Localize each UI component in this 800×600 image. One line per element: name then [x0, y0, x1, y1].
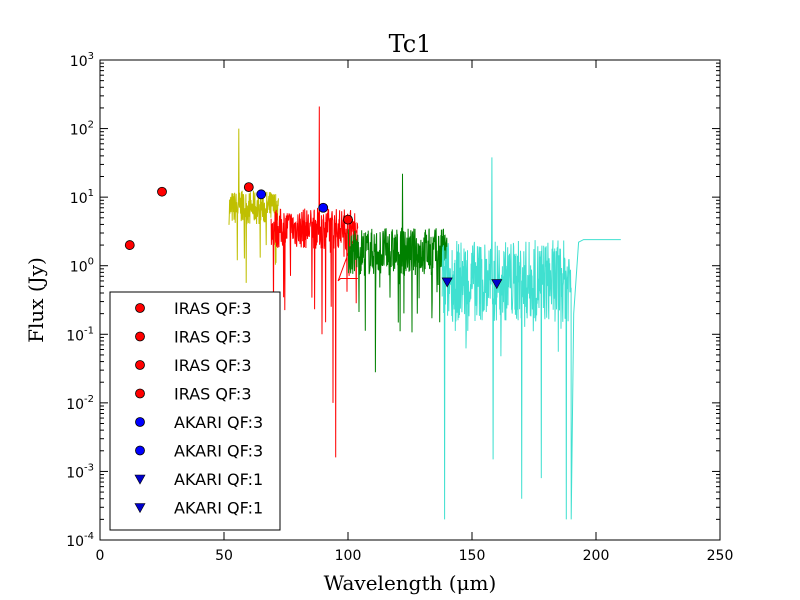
legend-label: IRAS QF:3: [174, 299, 252, 318]
legend-marker: [135, 445, 145, 456]
legend-marker: [134, 503, 146, 514]
y-tick-label: 10-2: [66, 394, 94, 413]
legend-marker: [134, 474, 146, 485]
x-tick-label: 50: [215, 548, 233, 564]
legend-marker: [135, 417, 145, 427]
data-point-2: [243, 182, 254, 193]
data-point-3: [343, 214, 353, 225]
spectrum-green: [347, 173, 448, 373]
x-axis-label: Wavelength (μm): [324, 571, 497, 595]
y-tick-label: 10-4: [66, 531, 94, 550]
legend-marker: [135, 331, 145, 342]
data-point-1: [157, 186, 167, 197]
data-point-7: [491, 279, 503, 290]
spectrum-yellow: [228, 128, 279, 283]
legend-marker: [135, 388, 145, 399]
y-tick-label: 100: [70, 257, 94, 276]
legend-label: AKARI QF:3: [174, 413, 263, 432]
legend-label: AKARI QF:1: [174, 499, 263, 518]
data-point-4: [256, 189, 267, 200]
y-tick-label: 102: [70, 120, 94, 139]
data-point-5: [318, 202, 329, 213]
legend-label: IRAS QF:3: [174, 328, 252, 347]
y-tick-label: 101: [70, 188, 94, 207]
spectrum-cyan: [441, 157, 621, 520]
legend-label: IRAS QF:3: [174, 385, 252, 404]
chart-title: Tc1: [389, 30, 432, 58]
spectrum-red: [270, 106, 359, 458]
x-tick-label: 100: [335, 548, 362, 564]
x-tick-label: 200: [583, 548, 610, 564]
legend-label: IRAS QF:3: [174, 356, 252, 375]
legend-label: AKARI QF:3: [174, 442, 263, 461]
y-tick-label: 10-1: [66, 325, 94, 344]
x-tick-label: 250: [707, 548, 734, 564]
data-point-6: [441, 277, 453, 288]
legend-marker: [135, 303, 145, 313]
y-axis-label: Flux (Jy): [24, 257, 48, 343]
y-tick-label: 103: [70, 51, 94, 70]
x-tick-label: 150: [459, 548, 486, 564]
legend-box: [109, 291, 281, 531]
plot-frame: [99, 59, 721, 541]
legend-label: AKARI QF:1: [174, 470, 263, 489]
y-tick-label: 10-3: [66, 462, 94, 481]
data-point-0: [124, 240, 135, 250]
legend-marker: [135, 360, 145, 370]
x-tick-label: 0: [96, 548, 105, 564]
